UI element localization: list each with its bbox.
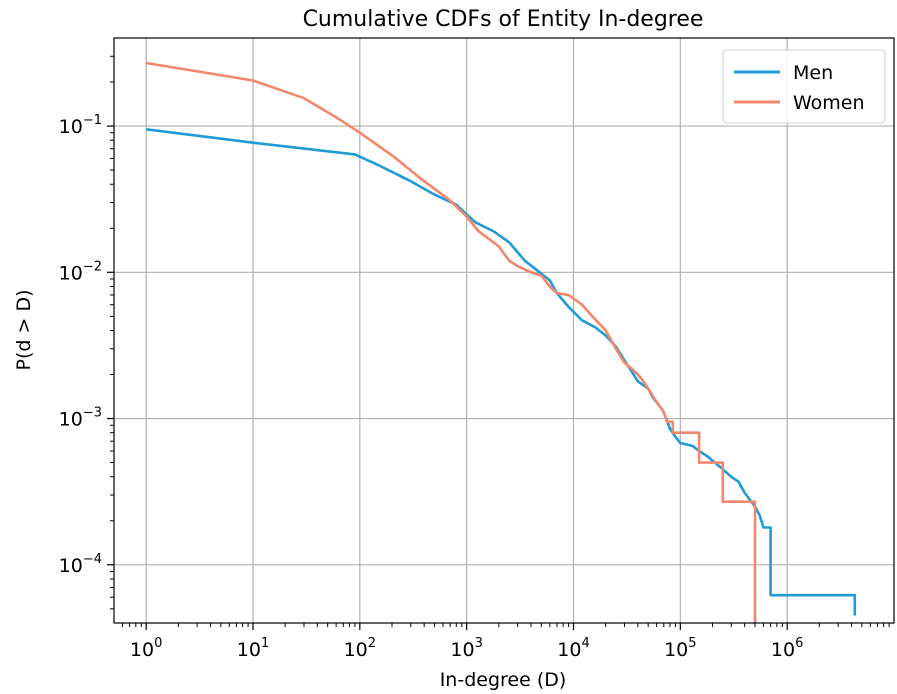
axis-ticks: 100 101 102 103 104 105 106 10−4 10−3 10−2 10−1 <box>59 55 890 661</box>
series-lines <box>145 61 857 623</box>
legend-box <box>722 49 886 124</box>
x-tick-label: 105 <box>664 636 696 661</box>
legend-label-men: Men <box>793 62 833 84</box>
chart-title: Cumulative CDFs of Entity In-degree <box>303 7 704 32</box>
x-tick-label: 106 <box>771 636 803 661</box>
x-axis-label: In-degree (D) <box>440 669 567 691</box>
y-axis-label: P(d > D) <box>13 290 35 371</box>
series-line-men <box>146 128 857 616</box>
series-line-women <box>145 61 757 623</box>
y-tick-label: 10−3 <box>59 406 102 431</box>
grid-lines <box>114 38 894 623</box>
x-tick-label: 101 <box>237 636 269 661</box>
y-tick-label: 10−4 <box>59 552 102 577</box>
x-tick-label: 104 <box>557 636 589 661</box>
x-tick-label: 100 <box>130 636 162 661</box>
y-tick-label: 10−1 <box>59 113 102 138</box>
x-tick-label: 103 <box>450 636 482 661</box>
y-tick-label: 10−2 <box>59 259 102 284</box>
x-tick-label: 102 <box>344 636 376 661</box>
legend: Men Women <box>722 49 886 124</box>
legend-label-women: Women <box>793 92 865 114</box>
